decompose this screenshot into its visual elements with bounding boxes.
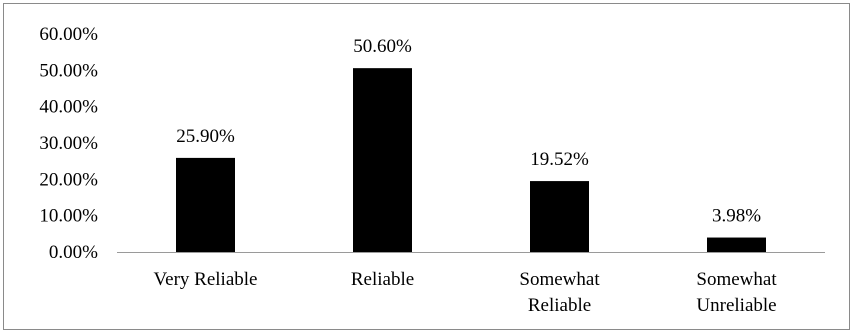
- category-label: Reliable: [351, 269, 414, 290]
- bar: [530, 181, 589, 252]
- y-tick-label: 10.00%: [39, 206, 98, 227]
- bar: [707, 237, 766, 252]
- y-tick-label: 60.00%: [39, 24, 98, 45]
- category-labels: Very Reliable Reliable Somewhat Reliable Som…: [154, 269, 778, 316]
- data-label: 3.98%: [712, 206, 761, 227]
- y-tick-label: 20.00%: [39, 169, 98, 190]
- data-labels: 25.90% 50.60% 19.52% 3.98%: [176, 36, 761, 226]
- bar: [353, 68, 412, 252]
- y-tick-label: 0.00%: [49, 242, 98, 263]
- y-tick-label: 30.00%: [39, 133, 98, 154]
- category-label: Somewhat Unreliable: [696, 269, 777, 316]
- data-label: 25.90%: [176, 126, 235, 147]
- bars: [176, 68, 766, 252]
- category-label: Very Reliable: [154, 269, 258, 290]
- bar: [176, 157, 235, 252]
- data-label: 19.52%: [530, 149, 589, 170]
- y-tick-label: 40.00%: [39, 97, 98, 118]
- category-label: Somewhat Reliable: [519, 269, 600, 316]
- y-tick-label: 50.00%: [39, 60, 98, 81]
- chart-frame: [3, 3, 850, 330]
- y-axis-ticks: 0.00% 10.00% 20.00% 30.00% 40.00% 50.00% 60.00…: [39, 24, 98, 263]
- data-label: 50.60%: [353, 36, 412, 57]
